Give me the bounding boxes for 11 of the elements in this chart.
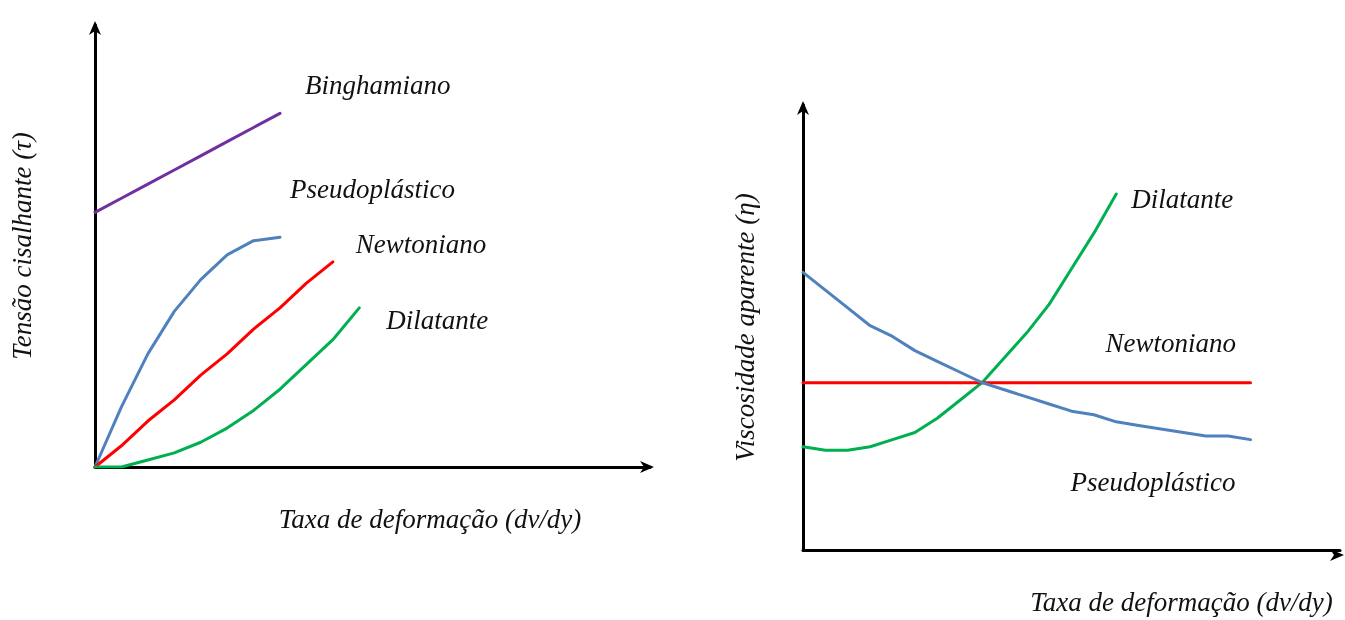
series-label: Pseudoplástico	[289, 174, 455, 205]
y-axis-title: Tensão cisalhante (τ)	[6, 132, 37, 360]
series-label: Newtoniano	[1104, 327, 1237, 358]
series-label: Pseudoplástico	[1069, 466, 1236, 497]
series-label: Binghamiano	[305, 70, 451, 101]
y-axis-title: Viscosidade aparente (η)	[729, 193, 760, 462]
x-axis-title: Taxa de deformação (dv/dy)	[278, 503, 582, 534]
series-label: Dilatante	[1130, 184, 1234, 214]
series-label: Dilatante	[385, 304, 489, 335]
series-label: Newtoniano	[354, 228, 487, 259]
x-axis-title: Taxa de deformação (dv/dy)	[1030, 586, 1333, 617]
